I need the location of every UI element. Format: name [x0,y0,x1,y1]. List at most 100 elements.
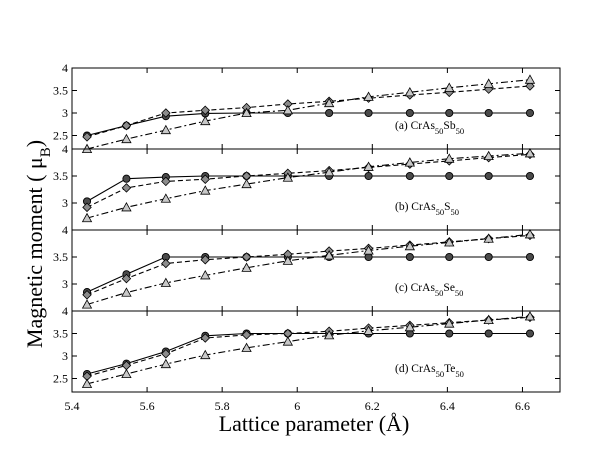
data-point-diamond [241,252,252,262]
data-point-triangle [282,336,294,346]
y-tick-label: 3.5 [53,84,68,98]
panel-label-sub2: 50 [455,288,464,298]
data-point-triangle [200,115,211,126]
data-point-diamond [200,333,211,343]
y-tick-label: 2.5 [53,129,68,143]
data-point-circle [484,329,493,338]
panel-label-prefix: (a) CrAs [395,120,435,132]
data-point-diamond [161,258,171,269]
data-point-triangle [81,212,93,223]
data-point-triangle [323,329,335,340]
data-point-triangle [363,91,374,101]
y-tick-label: 4 [62,304,68,318]
panel-label-mid: Sb [443,120,455,132]
x-tick-label: 6.4 [440,399,455,413]
x-tick-label: 5.8 [215,399,230,413]
data-point-diamond [200,105,211,116]
panel-label-mid: S [444,201,450,213]
x-axis-title: Lattice parameter (Å) [219,411,410,436]
data-point-circle [525,108,535,118]
data-point-triangle [323,166,335,177]
data-point-circle [122,174,131,183]
data-point-circle [525,171,535,181]
y-tick-label: 3 [62,349,68,363]
data-point-triangle [363,325,374,335]
data-point-triangle [404,157,416,167]
panel-label: (c) CrAs50Se50 [395,282,463,298]
data-point-circle [405,252,414,262]
data-point-triangle [241,342,252,352]
data-point-triangle [282,172,294,182]
y-tick-label: 3.5 [53,250,68,264]
data-point-circle [364,171,373,181]
series-line-diamond [86,316,531,377]
data-point-circle [445,108,454,118]
data-point-triangle [444,237,455,247]
y-tick-label: 4 [62,223,68,237]
data-point-triangle [121,287,132,297]
data-point-triangle [363,245,374,255]
panel-1: 33.54(b) CrAs50S50 [53,142,561,231]
panel-label-mid: Te [444,363,455,375]
series-line-circle [86,175,530,202]
data-point-diamond [161,176,171,187]
x-tick-label: 5.6 [140,399,155,413]
y-tick-label: 4 [62,142,68,156]
data-point-circle [445,171,454,181]
y-tick-label: 3 [62,196,68,210]
data-point-diamond [161,348,171,359]
data-point-triangle [444,318,455,328]
series-line-triangle [86,79,531,150]
data-point-circle [405,108,414,118]
data-point-triangle [160,124,172,135]
data-point-triangle [160,193,172,203]
data-point-triangle [160,358,172,369]
panel-label-sub1: 50 [436,207,445,217]
data-point-triangle [160,277,172,287]
data-point-triangle [524,228,536,239]
panel-label-sub1: 50 [435,126,444,136]
panel-label-mid: Se [443,282,455,294]
series-line-diamond [86,234,531,296]
data-point-triangle [121,201,132,212]
panel-label-prefix: (b) CrAs [395,201,436,213]
series-line-triangle [86,233,531,306]
data-point-triangle [200,185,211,195]
x-tick-label: 6.2 [365,399,380,413]
data-point-triangle [483,314,494,325]
y-axis-title-close: ) [22,140,47,147]
y-tick-label: 4 [62,61,68,75]
data-point-triangle [241,107,252,117]
data-point-circle [484,252,493,262]
data-point-diamond [82,132,92,142]
data-point-triangle [282,255,294,265]
y-tick-label: 3.5 [53,327,68,341]
panel-frame [71,67,561,150]
data-point-triangle [241,178,252,189]
data-point-circle [445,252,454,262]
panel-label: (d) CrAs50Te50 [395,363,464,379]
data-point-triangle [524,147,536,158]
y-axis-title-sub: B [38,147,54,157]
data-point-triangle [241,262,252,272]
series-line-triangle [86,315,531,385]
series-line-diamond [86,85,531,138]
data-point-triangle [121,133,132,144]
data-point-triangle [483,150,494,161]
data-point-diamond [82,290,92,300]
data-point-circle [325,108,334,118]
series-line-circle [86,332,530,375]
data-point-triangle [404,240,416,251]
data-point-triangle [121,368,132,379]
x-tick-label: 6.6 [515,399,530,413]
data-point-triangle [483,233,494,243]
data-point-diamond [200,174,211,185]
data-point-diamond [121,183,132,193]
series-line-circle [86,256,530,293]
data-point-triangle [200,349,211,360]
data-point-triangle [483,78,494,88]
panel-label-sub2: 50 [456,126,465,136]
data-point-diamond [241,330,252,340]
data-point-diamond [121,273,132,284]
